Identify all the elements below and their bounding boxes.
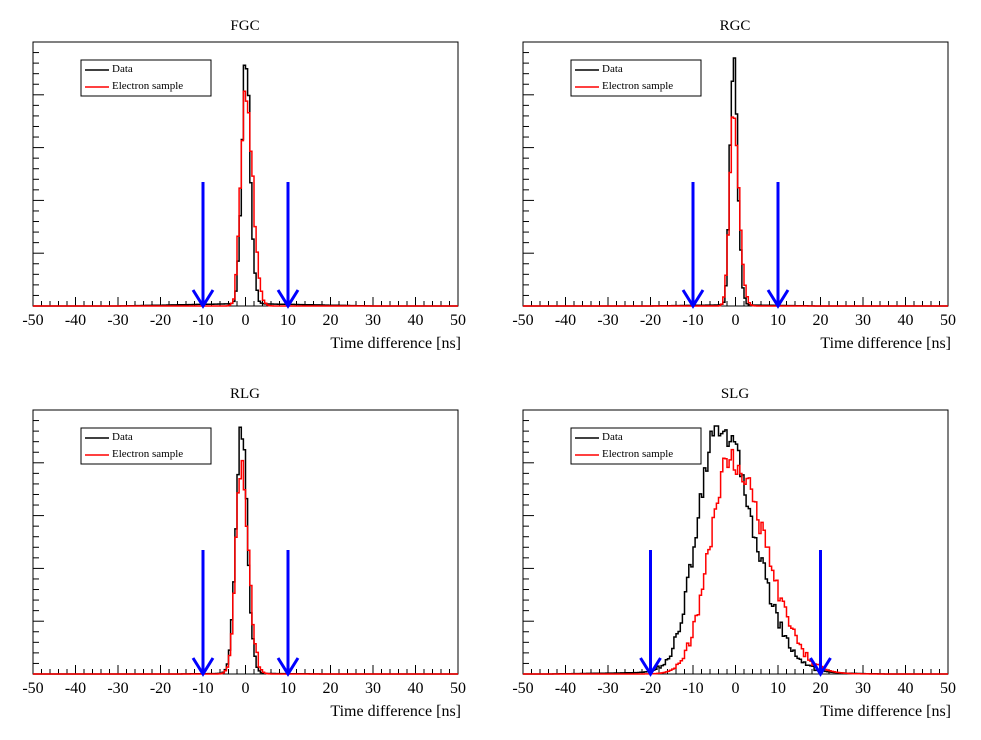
x-tick-label: -10 [682,680,703,697]
x-tick-label: 30 [365,312,381,329]
x-tick-label: 40 [408,680,424,697]
x-tick-label: -40 [555,312,576,329]
x-tick-label: -20 [150,312,171,329]
chart-title: RGC [720,18,751,34]
panel-rgc: RGC Time difference [ns] -50 -40 -30 -20 -10… [512,18,956,352]
x-tick-label: 20 [813,680,829,697]
x-tick-label: 50 [450,680,466,697]
x-tick-label: -30 [597,312,618,329]
legend-box [570,59,702,97]
chart-title: SLG [721,386,750,402]
x-tick-label: 30 [365,680,381,697]
panel-fgc: FGC Time difference [ns] -50 -40 -30 -20 -10… [22,18,466,352]
legend-label-electron-sample: Electron sample [112,448,183,460]
x-axis-label: Time difference [ns] [820,335,951,352]
chart-title: RLG [230,386,260,402]
cut-arrow-head [191,657,215,677]
legend-box [570,427,702,465]
x-tick-label: 30 [855,680,871,697]
x-tick-label: 10 [770,312,786,329]
x-tick-label: 0 [732,680,740,697]
series-electron-sample [523,116,948,307]
legend-label-data: Data [602,63,623,75]
series-electron-sample [33,459,458,675]
x-tick-label: -20 [640,680,661,697]
x-tick-label: -50 [512,680,533,697]
x-tick-label: 0 [242,312,250,329]
panel-rlg: RLG Time difference [ns] -50 -40 -30 -20 -10… [22,386,466,720]
cut-arrow-head [809,657,832,677]
x-tick-label: 30 [855,312,871,329]
legend-label-data: Data [112,431,133,443]
x-tick-label: 20 [323,312,339,329]
x-tick-label: -30 [107,312,128,329]
x-tick-label: 40 [898,312,914,329]
series-electron-sample [33,90,458,307]
legend-box [80,59,212,97]
panel-slg: SLG Time difference [ns] -50 -40 -30 -20 -10… [512,386,956,720]
x-tick-label: -10 [192,680,213,697]
x-tick-label: -10 [682,312,703,329]
cut-arrow-head [681,289,705,309]
cut-arrow-head [639,657,662,677]
legend-label-data: Data [112,63,133,75]
x-tick-label: -30 [597,680,618,697]
legend-label-electron-sample: Electron sample [602,448,673,460]
legend-label-electron-sample: Electron sample [112,80,183,92]
x-tick-label: 10 [280,680,296,697]
x-tick-label: 50 [450,312,466,329]
x-tick-label: 0 [242,680,250,697]
x-tick-label: 50 [940,312,956,329]
x-tick-label: -40 [555,680,576,697]
x-axis-label: Time difference [ns] [820,703,951,720]
x-tick-label: -50 [22,680,43,697]
x-tick-label: -40 [65,312,86,329]
x-tick-label: -10 [192,312,213,329]
cut-arrow-head [276,289,300,309]
x-tick-label: 0 [732,312,740,329]
x-tick-label: -40 [65,680,86,697]
x-axis-label: Time difference [ns] [330,703,461,720]
x-tick-label: -30 [107,680,128,697]
chart-title: FGC [230,18,259,34]
x-tick-label: 20 [323,680,339,697]
legend-label-electron-sample: Electron sample [602,80,673,92]
x-tick-label: 20 [813,312,829,329]
x-tick-label: 50 [940,680,956,697]
cut-arrow-head [276,657,300,677]
cut-arrow-head [191,289,215,309]
legend-label-data: Data [602,431,623,443]
x-axis-label: Time difference [ns] [330,335,461,352]
x-tick-label: 10 [280,312,296,329]
x-tick-label: 40 [408,312,424,329]
x-tick-label: 10 [770,680,786,697]
x-tick-label: -50 [512,312,533,329]
x-tick-label: -50 [22,312,43,329]
x-tick-label: -20 [640,312,661,329]
legend-box [80,427,212,465]
series-electron-sample [523,448,948,675]
x-tick-label: -20 [150,680,171,697]
cut-arrow-head [766,289,790,309]
x-tick-label: 40 [898,680,914,697]
